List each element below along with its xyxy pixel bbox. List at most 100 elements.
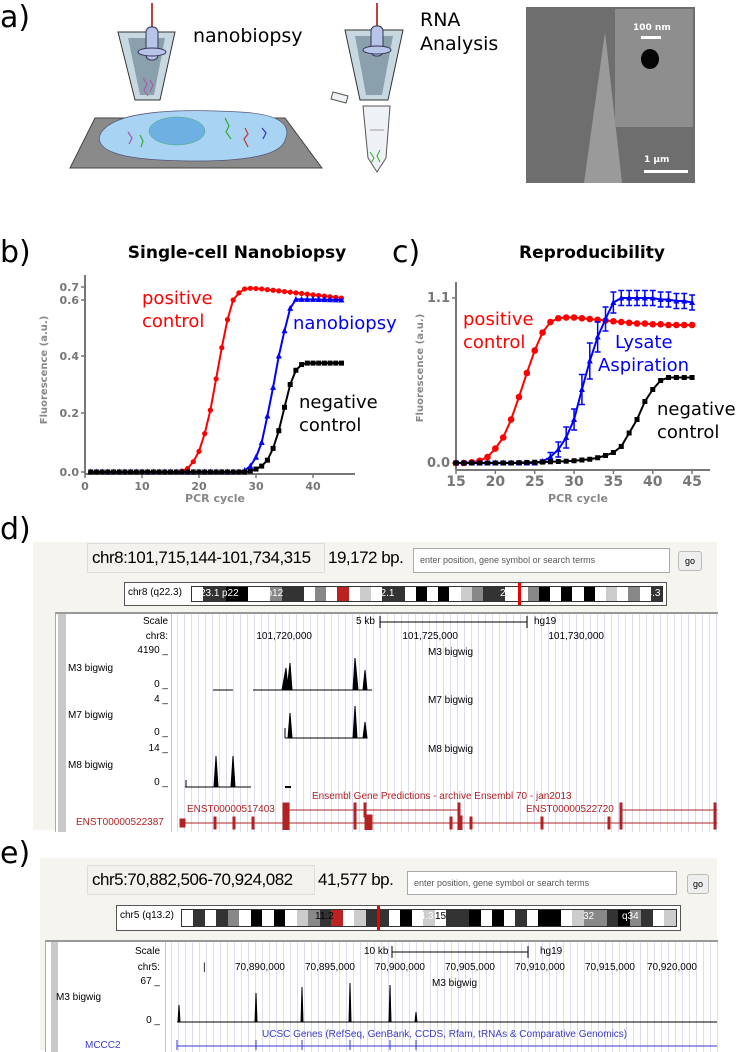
gene-label[interactable]: ENST00000522387 — [76, 817, 164, 828]
gene-label[interactable]: ENST00000522720 — [526, 804, 614, 815]
data-point — [579, 457, 585, 463]
go-button[interactable]: go — [678, 551, 702, 571]
y-tick-label: 0.0 — [427, 456, 450, 471]
go-button[interactable]: go — [687, 874, 709, 894]
data-point — [507, 416, 515, 423]
y-tick-label: 0.7 — [60, 281, 80, 294]
panel-label-b: b) — [0, 235, 31, 270]
signal-tracks-e — [176, 946, 717, 1050]
x-axis-label: PCR cycle — [185, 492, 245, 505]
step-label-analysis: Analysis — [420, 33, 499, 55]
sem-scale-bar — [644, 170, 688, 173]
genome-browser-e: chr5:70,882,506-70,924,082 41,577 bp. en… — [40, 858, 718, 1052]
chromosome-band — [482, 587, 495, 601]
data-point — [225, 469, 230, 475]
band-label: q34 — [622, 911, 639, 922]
data-point — [321, 360, 327, 366]
track-max: 14 _ — [148, 743, 168, 754]
data-point — [230, 469, 236, 475]
data-point — [304, 360, 310, 366]
track-min: 0 _ — [154, 679, 168, 690]
chromosome-band — [326, 587, 338, 601]
data-point — [562, 314, 570, 321]
chromosome-band — [404, 587, 416, 601]
chromosome-band — [595, 910, 607, 926]
data-point — [179, 469, 185, 475]
step-label-rna: RNA — [420, 9, 461, 31]
data-point — [321, 293, 327, 299]
coord-label: 70,900,000 — [374, 962, 425, 973]
data-point — [539, 329, 546, 336]
chromosome-bands — [191, 586, 663, 602]
x-tick-label: 45 — [682, 474, 701, 490]
chromosome-ideogram[interactable]: chr8 (q22.3) 23.1 p22 8p12 12.1 21.3 24.… — [124, 582, 667, 606]
panel-label-c: c) — [392, 235, 421, 270]
data-point — [618, 444, 624, 449]
data-point — [247, 285, 253, 291]
data-point — [338, 296, 345, 303]
m3-signal — [177, 982, 717, 1023]
track-drag-handle[interactable] — [58, 614, 66, 832]
x-tick-label: 10 — [134, 480, 150, 493]
gene-label[interactable]: MCCC2 — [85, 1040, 121, 1051]
track-min: 0 _ — [146, 1015, 160, 1026]
track-name-m8[interactable]: M8 bigwig — [68, 760, 114, 771]
region-size: 41,577 bp. — [318, 870, 394, 889]
data-point — [287, 304, 294, 311]
track-name-m7[interactable]: M7 bigwig — [68, 710, 114, 721]
series-label: control — [142, 311, 204, 332]
data-point — [213, 469, 219, 475]
data-point — [270, 287, 276, 293]
data-point — [281, 288, 288, 295]
chromosome-band — [572, 910, 584, 926]
search-input[interactable]: enter position, gene symbol or search te… — [413, 548, 670, 573]
x-tick-label: 40 — [643, 474, 663, 490]
track-min: 0 _ — [154, 727, 168, 738]
data-point — [122, 469, 128, 475]
chromosome-band — [388, 910, 401, 926]
data-point — [258, 439, 265, 445]
series-label: nanobiopsy — [293, 313, 397, 334]
chromosome-band — [652, 910, 665, 926]
data-point — [88, 469, 94, 475]
data-point — [649, 320, 657, 328]
chromosome-band — [583, 587, 595, 601]
gene-label[interactable]: ENST00000517403 — [187, 804, 275, 815]
scale-bar-label: 10 kb — [364, 946, 389, 957]
assembly-label: hg19 — [540, 946, 563, 957]
data-point — [499, 434, 507, 441]
chromosome-ideogram[interactable]: chr5 (q13.2) 11.2 14.3 15 32 q34 — [116, 905, 681, 931]
y-tick-label: 0.6 — [60, 294, 80, 307]
track-name-m3[interactable]: M3 bigwig — [68, 663, 114, 674]
track-drag-handle[interactable] — [51, 942, 58, 1052]
x-tick-label: 15 — [446, 474, 465, 490]
data-point — [321, 296, 328, 303]
chromosome-band — [319, 910, 332, 926]
search-input[interactable]: enter position, gene symbol or search te… — [407, 871, 677, 895]
track-name-m3[interactable]: M3 bigwig — [56, 992, 102, 1003]
data-point — [516, 460, 522, 466]
chromosome-band — [606, 910, 619, 926]
scale-bar-d — [379, 616, 528, 628]
chromosome-label: chr8 (q22.3) — [128, 587, 182, 598]
data-point — [230, 297, 236, 303]
panel-label-d: d) — [0, 512, 31, 547]
chromosome-band — [203, 587, 215, 601]
track-divider — [171, 614, 172, 832]
data-point — [207, 407, 213, 413]
data-point — [587, 456, 593, 462]
chromosome-band — [393, 587, 405, 601]
data-point — [673, 297, 680, 304]
data-point — [299, 290, 305, 297]
data-point — [586, 315, 594, 323]
chromosome-band — [348, 587, 360, 601]
x-axis-label: PCR cycle — [548, 492, 608, 505]
chromosome-band — [359, 587, 371, 601]
chromosome-band — [225, 587, 237, 601]
data-point — [547, 459, 553, 465]
chromosome-band — [400, 910, 412, 926]
chromosome-band — [538, 910, 550, 926]
chromosome-band — [236, 587, 248, 601]
data-point — [618, 294, 625, 301]
band-label: 11.2 — [315, 911, 334, 922]
